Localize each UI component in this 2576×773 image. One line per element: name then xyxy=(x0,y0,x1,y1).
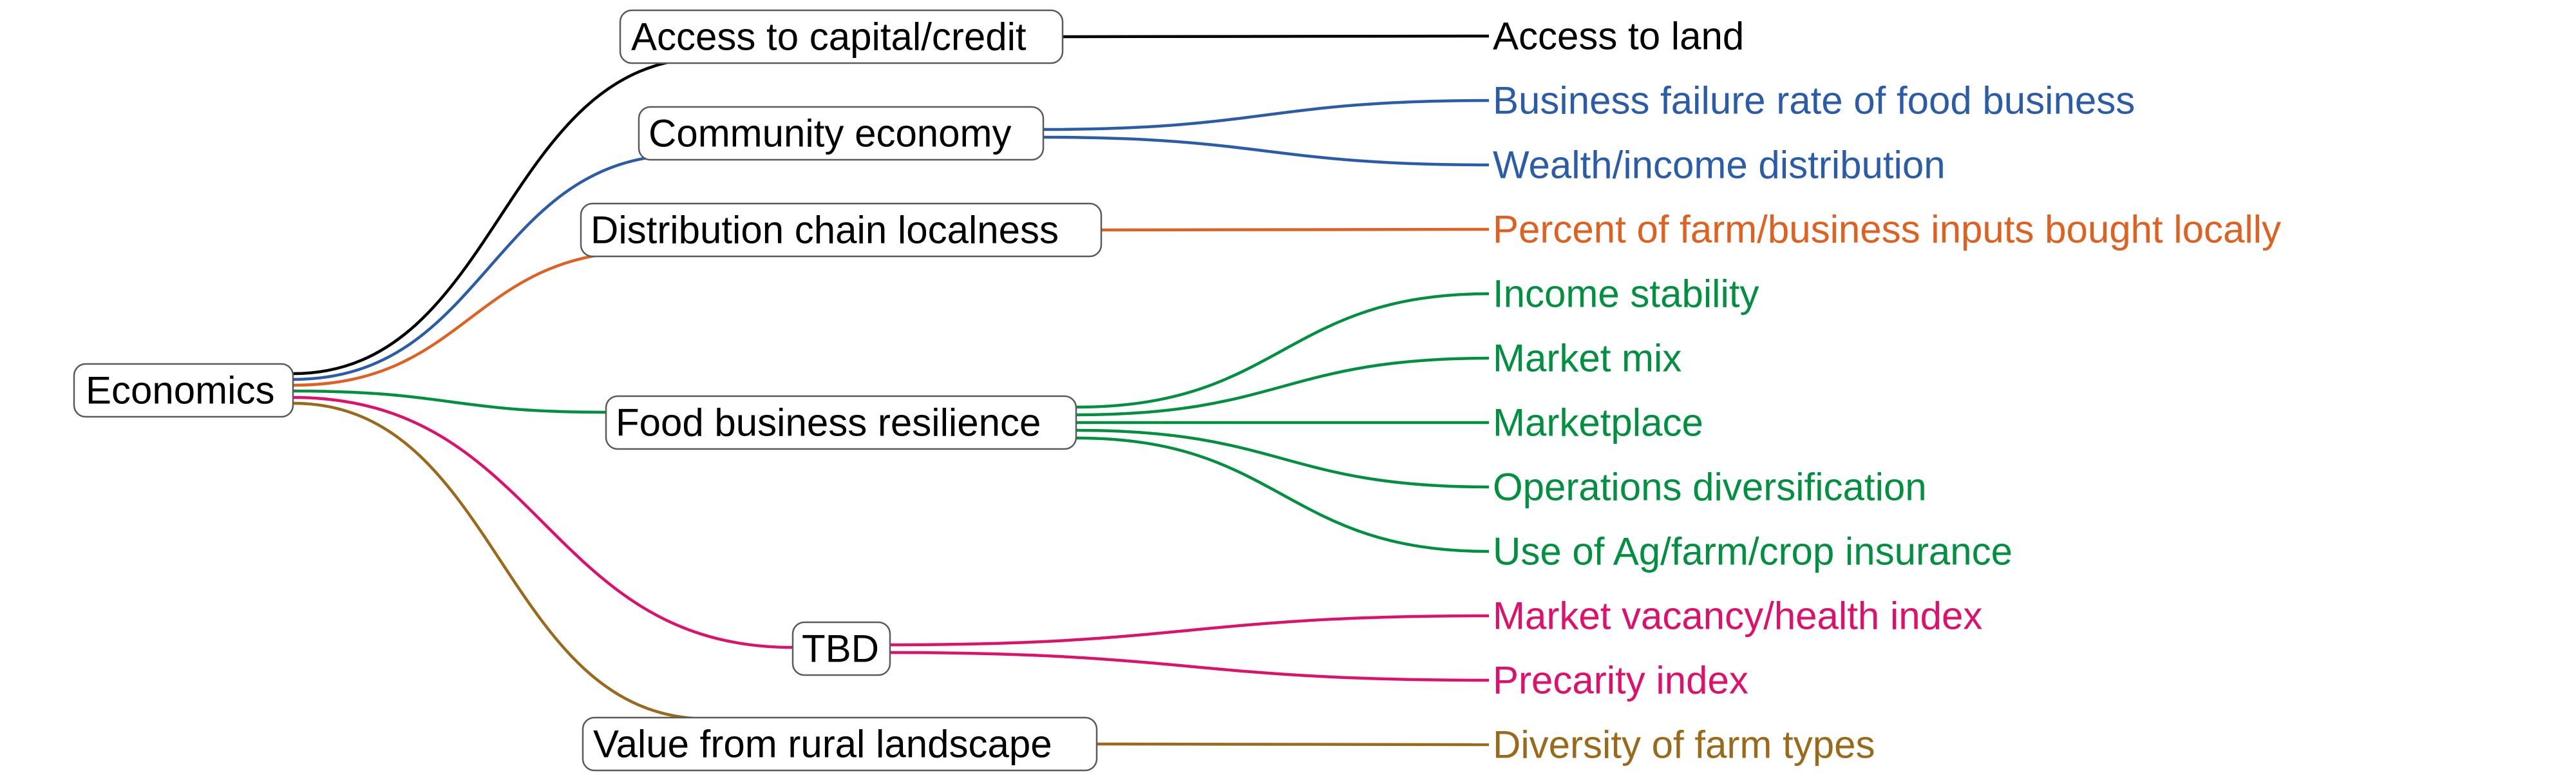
root-to-rural-landscape-line xyxy=(292,401,709,721)
root-node-label: Economics xyxy=(86,369,274,412)
root-to-food-business-line xyxy=(292,389,607,414)
tbd-leaf-line xyxy=(889,614,1490,647)
leaf-market-mix: Market mix xyxy=(1493,337,1681,380)
community-economy-leaf-line xyxy=(1043,99,1490,131)
leaf-market-vacancy-index: Market vacancy/health index xyxy=(1493,595,1982,638)
root-to-access-capital-line xyxy=(292,56,709,376)
branch-node-label: Food business resilience xyxy=(616,401,1041,444)
branch-node-access-capital: Access to capital/credit xyxy=(619,9,1064,64)
branch-node-label: Community economy xyxy=(649,112,1012,155)
leaf-labels: Access to land Business failure rate of … xyxy=(1493,15,2281,767)
leaf-wealth-income-distribution: Wealth/income distribution xyxy=(1493,144,1946,187)
root-to-distribution-chain-line xyxy=(292,249,648,387)
branch-node-label: Distribution chain localness xyxy=(591,209,1059,252)
community-economy-leaf-line xyxy=(1043,135,1490,167)
branch-node-tbd: TBD xyxy=(791,621,891,676)
branch-node-food-business: Food business resilience xyxy=(605,395,1077,450)
branch-node-label: Access to capital/credit xyxy=(631,15,1027,59)
branch-node-distribution-chain: Distribution chain localness xyxy=(580,202,1103,258)
leaf-income-stability: Income stability xyxy=(1493,272,1759,316)
connector-lines xyxy=(292,34,1490,747)
leaf-crop-insurance: Use of Ag/farm/crop insurance xyxy=(1493,530,2012,573)
branch-node-box xyxy=(619,9,1064,64)
branch-node-box xyxy=(638,106,1045,161)
tbd-leaf-line xyxy=(889,651,1490,682)
leaf-diversity-of-farm-types: Diversity of farm types xyxy=(1493,723,1875,767)
root-node-box xyxy=(73,363,294,418)
leaf-marketplace: Marketplace xyxy=(1493,401,1703,444)
food-business-leaf-line xyxy=(1075,292,1490,409)
leaf-business-failure-rate: Business failure rate of food business xyxy=(1493,79,2135,122)
branch-node-community-economy: Community economy xyxy=(638,106,1045,161)
leaf-precarity-index: Precarity index xyxy=(1493,659,1748,702)
food-business-leaf-line xyxy=(1075,436,1490,553)
access-capital-leaf-line xyxy=(1062,34,1490,39)
rural-landscape-leaf-line xyxy=(1096,742,1490,747)
leaf-access-to-land: Access to land xyxy=(1493,15,1744,58)
food-business-leaf-line xyxy=(1075,356,1490,417)
branch-node-rural-landscape: Value from rural landscape xyxy=(582,716,1098,772)
branch-node-label: TBD xyxy=(802,627,879,671)
root-to-tbd-line xyxy=(292,396,793,649)
branch-node-label: Value from rural landscape xyxy=(593,723,1052,766)
branch-node-box xyxy=(791,621,891,676)
branch-node-box xyxy=(580,202,1103,258)
branch-node-box xyxy=(582,716,1098,772)
food-business-leaf-line xyxy=(1075,428,1490,489)
branch-node-box xyxy=(605,395,1077,450)
root-node: Economics xyxy=(73,363,294,418)
leaf-operations-diversification: Operations diversification xyxy=(1493,466,1927,509)
root-to-community-economy-line xyxy=(292,153,687,381)
leaf-percent-inputs-bought-locally: Percent of farm/business inputs bought l… xyxy=(1493,208,2281,251)
distribution-chain-leaf-line xyxy=(1101,227,1490,232)
